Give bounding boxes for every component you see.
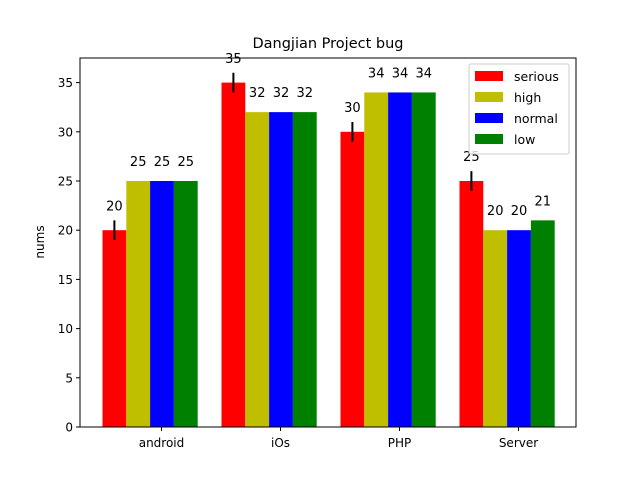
value-label-low-iOs: 32 xyxy=(297,86,314,101)
x-tick-label-Server: Server xyxy=(499,436,538,450)
chart-title: Dangjian Project bug xyxy=(252,36,403,52)
value-label-high-Server: 20 xyxy=(487,204,504,219)
bar-serious-iOs xyxy=(221,82,246,427)
legend-swatch-high xyxy=(475,92,503,102)
axes-frame xyxy=(79,57,577,428)
bar-high-PHP xyxy=(364,92,389,427)
value-label-low-android: 25 xyxy=(178,155,195,170)
y-tick-label-10: 10 xyxy=(58,322,73,336)
value-label-serious-PHP: 30 xyxy=(344,101,361,116)
bar-high-Server xyxy=(483,230,508,427)
bar-normal-PHP xyxy=(388,92,412,427)
value-label-high-android: 25 xyxy=(130,155,147,170)
bar-serious-PHP xyxy=(340,131,365,428)
bar-low-android xyxy=(173,181,198,427)
y-tick-label-35: 35 xyxy=(58,76,73,90)
y-tick-label-25: 25 xyxy=(58,175,73,189)
bar-low-iOs xyxy=(292,112,317,428)
value-label-high-PHP: 34 xyxy=(368,66,385,81)
y-tick-label-15: 15 xyxy=(58,273,73,287)
value-label-normal-android: 25 xyxy=(154,155,171,170)
value-label-low-Server: 21 xyxy=(535,194,552,209)
value-label-normal-Server: 20 xyxy=(511,204,528,219)
bar-low-Server xyxy=(530,220,555,427)
value-label-high-iOs: 32 xyxy=(249,86,266,101)
value-label-serious-android: 20 xyxy=(106,199,123,214)
y-tick-label-0: 0 xyxy=(65,421,73,435)
value-label-low-PHP: 34 xyxy=(416,66,433,81)
x-tick-label-PHP: PHP xyxy=(388,436,412,450)
bar-normal-Server xyxy=(507,230,531,427)
legend-swatch-low xyxy=(475,134,503,144)
legend-swatch-normal xyxy=(475,113,503,123)
bar-high-android xyxy=(126,181,151,427)
legend-box xyxy=(468,63,570,155)
bar-normal-android xyxy=(150,181,174,427)
y-tick-label-30: 30 xyxy=(58,125,73,139)
value-label-serious-iOs: 35 xyxy=(225,52,242,67)
bar-normal-iOs xyxy=(269,112,293,428)
bar-serious-android xyxy=(102,230,127,427)
bar-serious-Server xyxy=(459,181,484,427)
legend-label-normal: normal xyxy=(514,111,558,126)
legend-label-serious: serious xyxy=(514,69,559,84)
legend: serious high normal low xyxy=(468,63,570,155)
value-label-normal-iOs: 32 xyxy=(273,86,290,101)
y-tick-label-5: 5 xyxy=(65,371,73,385)
value-label-normal-PHP: 34 xyxy=(392,66,409,81)
legend-swatch-serious xyxy=(475,71,503,81)
y-axis-label: nums xyxy=(33,225,47,258)
x-tick-label-iOs: iOs xyxy=(271,436,290,450)
y-tick-label-20: 20 xyxy=(58,224,73,238)
plot-area: 20 35 30 25 25 32 34 20 25 32 34 20 25 32 34 21 0 5 10 15 20… xyxy=(58,52,577,450)
bar-high-iOs xyxy=(245,112,270,428)
bar-low-PHP xyxy=(411,92,436,427)
legend-label-high: high xyxy=(514,90,541,105)
x-tick-label-android: android xyxy=(139,436,185,450)
legend-label-low: low xyxy=(514,132,535,147)
